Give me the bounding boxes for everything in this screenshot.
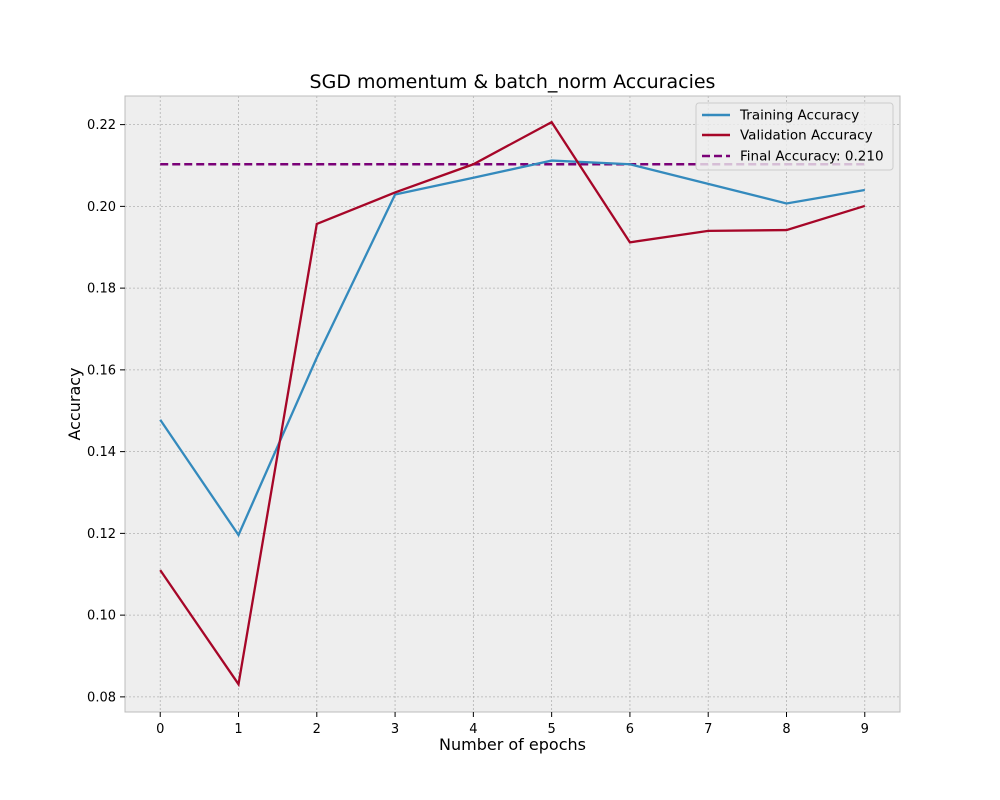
x-tick-label: 4 [469, 722, 477, 737]
series-lines [159, 120, 866, 688]
x-tick-label: 8 [782, 722, 790, 737]
chart-title: SGD momentum & batch_norm Accuracies [310, 71, 716, 93]
y-tick-label: 0.18 [87, 282, 116, 297]
x-tick-label: 0 [156, 722, 164, 737]
y-tick-label: 0.22 [87, 118, 116, 133]
x-tick-label: 1 [234, 722, 242, 737]
y-tick-label: 0.10 [87, 609, 116, 624]
legend-final-accuracy-label: Final Accuracy: 0.210 [740, 149, 884, 165]
x-tick-label: 7 [704, 722, 712, 737]
grid-lines [125, 96, 900, 712]
plot-area-background [125, 96, 900, 712]
x-tick-label: 9 [861, 722, 869, 737]
x-tick-label: 6 [626, 722, 634, 737]
legend: Training Accuracy Validation Accuracy Fi… [695, 102, 894, 171]
y-tick-label: 0.16 [87, 363, 116, 378]
legend-box [695, 102, 894, 171]
series-line-training-accuracy [159, 159, 865, 538]
x-tick-label: 3 [391, 722, 399, 737]
y-tick-label: 0.12 [87, 527, 116, 542]
y-axis-label: Accuracy [65, 367, 84, 440]
series-line-validation-accuracy [159, 120, 866, 688]
legend-training-accuracy-label: Training Accuracy [739, 108, 859, 124]
y-axis-ticks: 0.08 0.10 0.12 0.14 0.16 0.18 0.20 0.22 [87, 118, 125, 705]
x-tick-label: 2 [313, 722, 321, 737]
x-axis-label: Number of epochs [439, 735, 586, 754]
x-tick-label: 5 [548, 722, 556, 737]
y-tick-label: 0.08 [87, 690, 116, 705]
y-tick-label: 0.20 [87, 200, 116, 215]
x-axis-ticks: 0 1 2 3 4 5 6 7 8 9 [156, 712, 869, 737]
plot-area-frame [124, 95, 901, 713]
legend-validation-accuracy-label: Validation Accuracy [740, 128, 873, 144]
y-tick-label: 0.14 [87, 445, 116, 460]
